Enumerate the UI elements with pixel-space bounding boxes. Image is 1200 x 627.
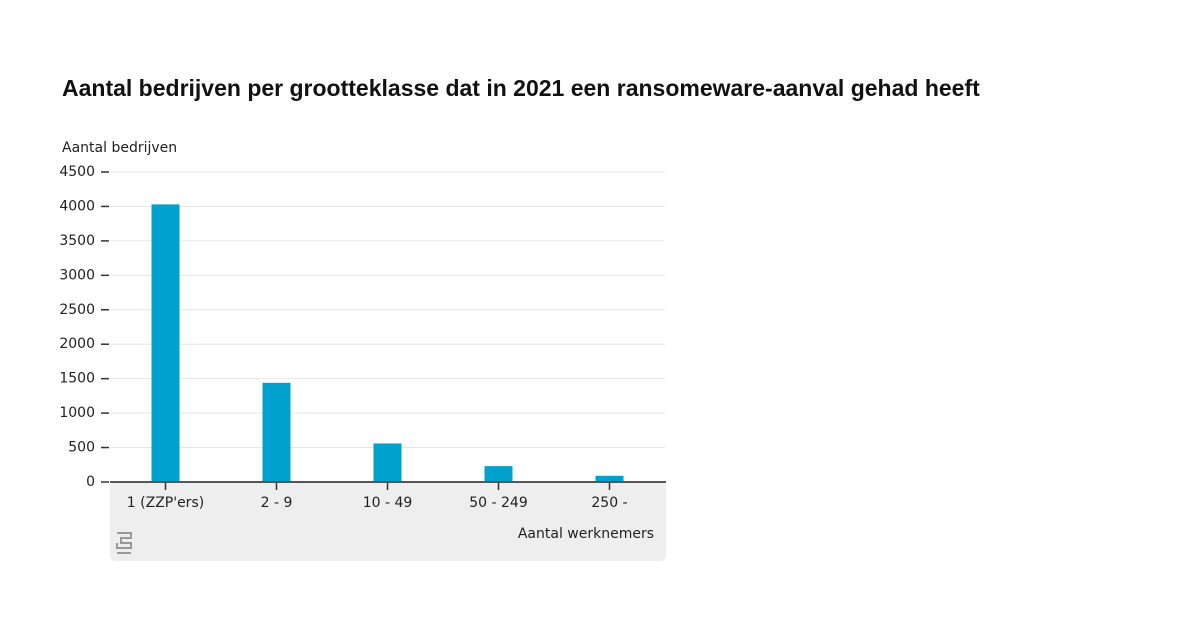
chart-title: Aantal bedrijven per grootteklasse dat i… [62, 75, 980, 101]
x-tick-label: 250 - [591, 495, 627, 511]
y-tick-label: 2000 [59, 336, 95, 352]
y-tick-label: 1500 [59, 371, 95, 387]
bar [484, 466, 513, 482]
x-axis-label: Aantal werknemers [518, 526, 654, 542]
y-tick-label: 1000 [59, 405, 95, 421]
y-tick-label: 4500 [59, 164, 95, 180]
x-tick-label: 50 - 249 [469, 495, 528, 511]
y-tick-label: 3000 [59, 267, 95, 283]
x-tick-label: 10 - 49 [363, 495, 413, 511]
y-tick-label: 2500 [59, 302, 95, 318]
logo [116, 532, 132, 554]
y-tick-label: 500 [68, 440, 95, 456]
x-axis-panel [110, 482, 666, 561]
bar [262, 382, 291, 482]
y-axis-label: Aantal bedrijven [62, 140, 177, 156]
y-tick-label: 3500 [59, 233, 95, 249]
y-tick-label: 0 [86, 474, 95, 490]
x-tick-label: 2 - 9 [261, 495, 293, 511]
bar [151, 204, 180, 482]
y-tick-label: 4000 [59, 198, 95, 214]
bar [595, 475, 624, 482]
x-tick-label: 1 (ZZP'ers) [127, 495, 204, 511]
bar [373, 443, 402, 482]
